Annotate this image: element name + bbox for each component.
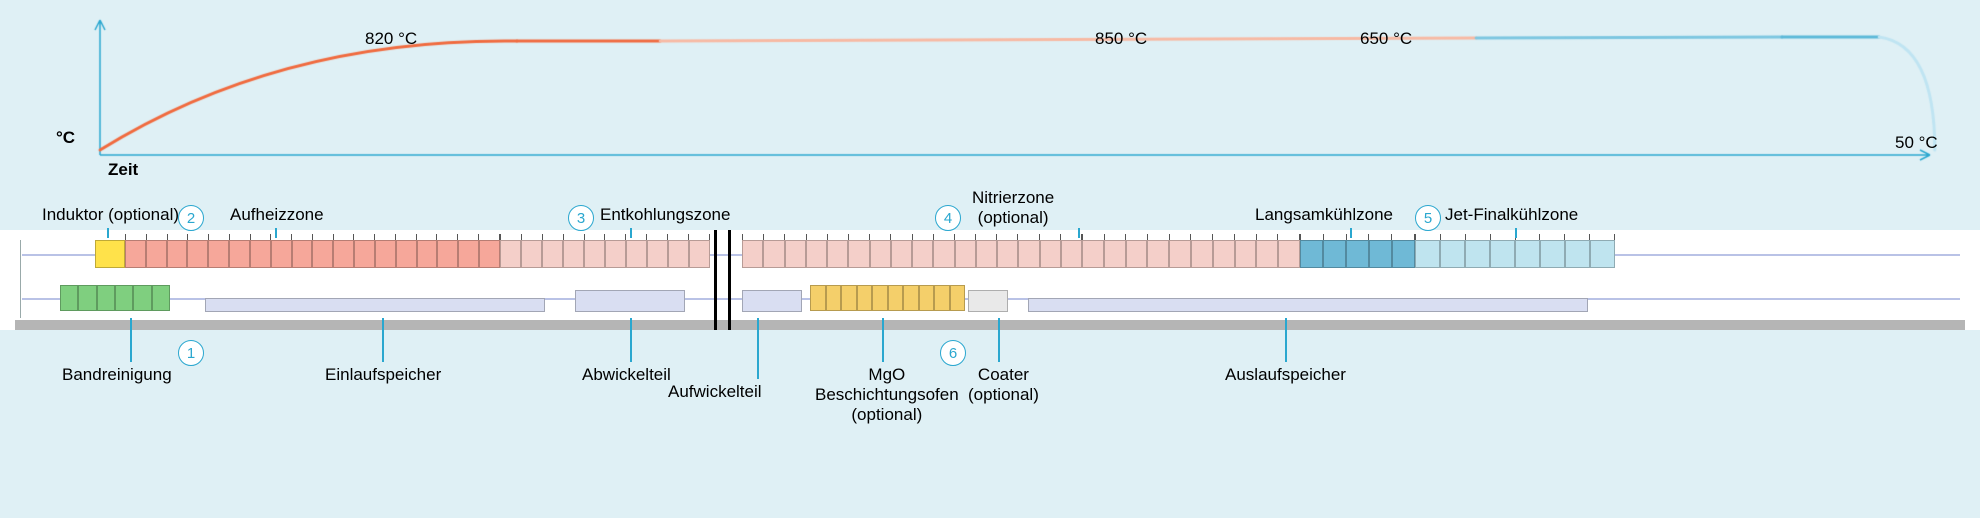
callout-lead — [757, 318, 759, 379]
module-mgo-ofen — [810, 285, 965, 311]
ground-line — [15, 320, 1965, 330]
callout-aufwickelteil: Aufwickelteil — [668, 382, 762, 402]
step-circle-6: 6 — [940, 340, 966, 366]
chart-canvas — [0, 0, 1980, 175]
step-circle-2: 2 — [178, 205, 204, 231]
temperature-chart: °C Zeit 820 °C850 °C650 °C50 °C — [0, 0, 1980, 175]
y-axis-label: °C — [56, 128, 75, 148]
callout-abwickelteil: Abwickelteil — [582, 365, 671, 385]
callout-langsamkuehl: Langsamkühlzone — [1255, 205, 1393, 225]
module-coater — [968, 290, 1008, 312]
step-circle-4: 4 — [935, 205, 961, 231]
plant-schematic — [0, 230, 1980, 330]
module-aufheizzone — [125, 240, 500, 268]
callout-lead — [382, 318, 384, 362]
callout-induktor: Induktor (optional) — [42, 205, 179, 225]
callout-lead — [630, 228, 632, 238]
module-jet-final — [1415, 240, 1615, 268]
module-nitrierzone — [1082, 240, 1300, 268]
module-entkohlung-b — [742, 240, 1082, 268]
callout-einlaufspeicher: Einlaufspeicher — [325, 365, 441, 385]
callout-lead — [998, 318, 1000, 362]
callout-lead — [882, 318, 884, 362]
left-riser — [20, 240, 21, 318]
temp-label: 50 °C — [1895, 133, 1938, 153]
module-einlaufspeicher — [205, 298, 545, 312]
module-aufwickelteil — [742, 290, 802, 312]
callout-lead — [130, 318, 132, 362]
step-circle-3: 3 — [568, 205, 594, 231]
temp-label: 820 °C — [365, 29, 417, 49]
module-bandreinigung — [60, 285, 170, 311]
callout-aufheizzone: Aufheizzone — [230, 205, 324, 225]
callout-entkohlung: Entkohlungszone — [600, 205, 730, 225]
callout-lead — [107, 228, 109, 238]
callout-lead — [1285, 318, 1287, 362]
module-auslaufspeicher — [1028, 298, 1588, 312]
module-entkohlung-a — [500, 240, 710, 268]
callout-lead — [275, 228, 277, 238]
temp-label: 650 °C — [1360, 29, 1412, 49]
callout-lead — [630, 318, 632, 362]
x-axis-label: Zeit — [108, 160, 138, 180]
section-break — [710, 230, 738, 330]
step-circle-1: 1 — [178, 340, 204, 366]
module-induktor — [95, 240, 125, 268]
module-langsamkuehl — [1300, 240, 1415, 268]
callout-bandreinigung: Bandreinigung — [62, 365, 172, 385]
callout-lead — [1350, 228, 1352, 238]
temp-label: 850 °C — [1095, 29, 1147, 49]
callout-jet-final: Jet-Finalkühlzone — [1445, 205, 1578, 225]
module-abwickelteil — [575, 290, 685, 312]
callout-auslaufspeicher: Auslaufspeicher — [1225, 365, 1346, 385]
step-circle-5: 5 — [1415, 205, 1441, 231]
callout-mgo: MgO Beschichtungsofen (optional) — [815, 365, 959, 425]
callout-nitrierzone: Nitrierzone (optional) — [972, 188, 1054, 228]
callout-lead — [1078, 228, 1080, 238]
callout-coater: Coater (optional) — [968, 365, 1039, 405]
callout-lead — [1515, 228, 1517, 238]
